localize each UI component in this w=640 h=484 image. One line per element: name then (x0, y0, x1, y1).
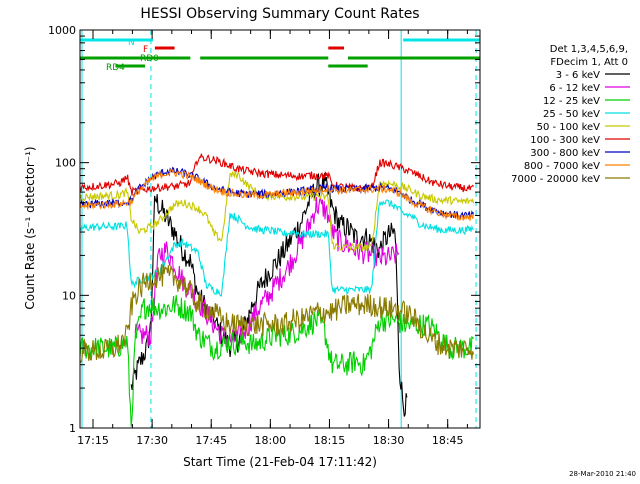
y-axis-label: Count Rate (s⁻¹ detector⁻¹) (23, 146, 37, 309)
x-tick-label-0: 17:15 (77, 434, 109, 447)
legend-header-line-2: FDecim 1, Att 0 (550, 57, 628, 68)
legend-header-line-1: Det 1,3,4,5,6,9, (550, 44, 628, 55)
flag-label-n: N (128, 38, 135, 48)
plot-area (80, 30, 480, 428)
flag-label-f: F (143, 45, 148, 55)
y-tick-label-0: 1 (69, 422, 76, 435)
legend-label-8: 7000 - 20000 keV (511, 174, 600, 185)
y-tick-label-3: 1000 (48, 24, 76, 37)
x-tick-label-6: 18:45 (432, 434, 464, 447)
legend-label-3: 25 - 50 keV (543, 109, 600, 120)
series-line-7000-20000-kev (80, 264, 475, 363)
chart-title: HESSI Observing Summary Count Rates (140, 6, 419, 22)
legend-label-5: 100 - 300 keV (530, 135, 600, 146)
timestamp: 28-Mar-2010 21:40 (569, 470, 636, 478)
x-tick-label-4: 18:15 (314, 434, 346, 447)
series-line-6-12-kev (134, 196, 400, 348)
series-line-800-7000-kev (80, 168, 475, 221)
series-line-3-6-kev (130, 172, 408, 417)
flag-label-rd4: RD4 (106, 63, 125, 73)
series-line-25-50-kev (80, 199, 474, 297)
flag-label-rd0: RD0 (140, 54, 159, 64)
legend-label-4: 50 - 100 keV (537, 122, 601, 133)
legend-label-7: 800 - 7000 keV (524, 161, 600, 172)
x-tick-label-5: 18:30 (373, 434, 405, 447)
legend-label-0: 3 - 6 keV (556, 70, 600, 81)
series-line-100-300-kev (80, 153, 475, 196)
plot-frame (79, 29, 481, 429)
x-tick-label-3: 18:00 (254, 434, 286, 447)
x-tick-label-1: 17:30 (136, 434, 168, 447)
x-tick-label-2: 17:45 (195, 434, 227, 447)
x-axis-label: Start Time (21-Feb-04 17:11:42) (183, 455, 377, 469)
y-tick-label-1: 10 (62, 289, 76, 302)
legend-label-2: 12 - 25 keV (543, 96, 600, 107)
legend-label-1: 6 - 12 keV (549, 83, 600, 94)
legend-label-6: 300 - 800 keV (530, 148, 600, 159)
y-tick-label-2: 100 (55, 157, 76, 170)
